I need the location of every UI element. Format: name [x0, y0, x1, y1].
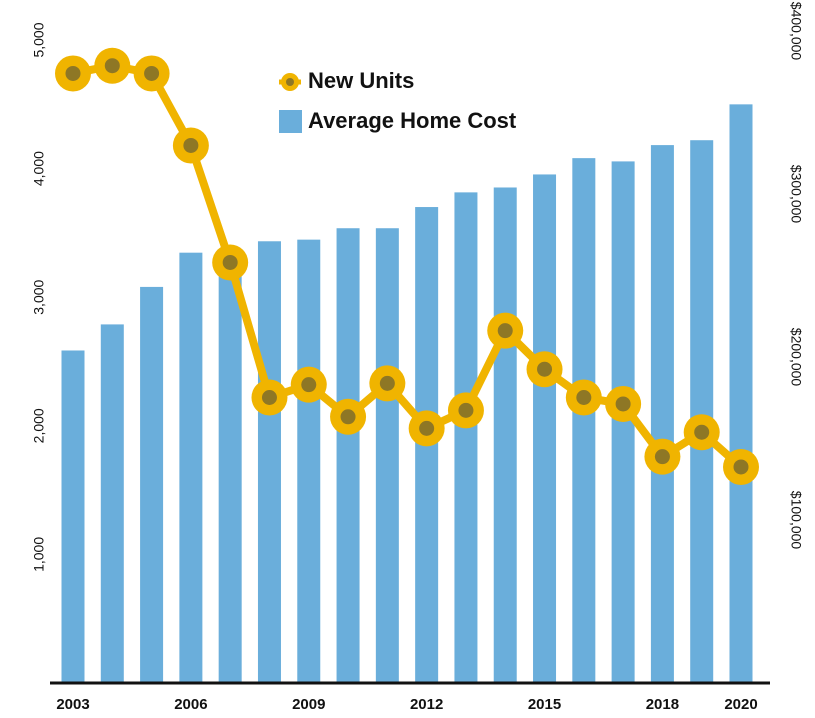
marker [723, 448, 759, 485]
y2-tick-label: $300,000 [788, 165, 804, 224]
marker-core [183, 137, 199, 153]
marker-core [458, 402, 474, 418]
bar [493, 187, 517, 684]
x-tick-label: 2015 [528, 696, 561, 713]
marker-core [144, 65, 160, 81]
marker-core [694, 424, 710, 440]
marker [605, 385, 642, 422]
marker-core [261, 390, 277, 406]
marker [565, 379, 602, 416]
bar [218, 254, 242, 683]
marker [369, 365, 406, 402]
bar [100, 324, 124, 683]
marker [172, 127, 209, 164]
bar [729, 104, 753, 684]
bar [375, 228, 399, 684]
marker [212, 244, 249, 281]
marker [330, 398, 367, 435]
legend: New Units Average Home Cost [279, 68, 517, 133]
x-tick-label: 2020 [724, 696, 757, 713]
y-tick-label: 5,000 [31, 22, 47, 57]
marker-core [615, 396, 631, 412]
bar [61, 350, 85, 683]
marker [683, 414, 720, 451]
marker [644, 438, 681, 475]
bar [533, 174, 557, 683]
marker-core [65, 65, 81, 81]
marker [94, 47, 131, 84]
marker-core [537, 361, 553, 377]
bar [336, 228, 360, 684]
marker [526, 351, 563, 388]
bar [572, 158, 596, 683]
y-tick-label: 2,000 [31, 408, 47, 443]
y2-tick-label: $100,000 [788, 491, 804, 550]
marker [251, 379, 288, 416]
bar [179, 252, 203, 683]
marker-core [379, 375, 395, 391]
marker-core [576, 390, 592, 406]
marker-core [654, 449, 670, 465]
y-tick-label: 1,000 [31, 537, 47, 572]
marker-core [222, 254, 238, 270]
x-tick-label: 2012 [410, 696, 443, 713]
marker-core [733, 459, 749, 475]
marker-core [340, 409, 356, 425]
marker [408, 410, 445, 447]
marker [487, 312, 524, 349]
x-tick-label: 2009 [292, 696, 325, 713]
bar [297, 239, 321, 683]
marker [447, 392, 484, 429]
x-tick-label: 2006 [174, 696, 207, 713]
bar [257, 241, 281, 683]
x-tick-label: 2003 [56, 696, 89, 713]
bar [454, 192, 478, 683]
legend-label: New Units [308, 68, 414, 93]
legend-marker-core [286, 78, 294, 86]
marker [290, 366, 327, 403]
bar [690, 140, 714, 683]
legend-label: Average Home Cost [308, 108, 517, 133]
marker-core [419, 420, 435, 436]
marker-core [104, 58, 120, 74]
marker [133, 55, 170, 92]
x-tick-label: 2018 [646, 696, 679, 713]
marker-core [301, 377, 317, 393]
y-tick-label: 3,000 [31, 279, 47, 314]
bar [140, 286, 164, 683]
y-tick-label: 4,000 [31, 151, 47, 186]
marker [55, 55, 91, 92]
legend-swatch [279, 110, 302, 133]
y2-tick-label: $400,000 [788, 2, 804, 61]
bar [650, 145, 674, 684]
y2-tick-label: $200,000 [788, 328, 804, 387]
bar [611, 161, 635, 683]
marker-core [497, 323, 513, 339]
